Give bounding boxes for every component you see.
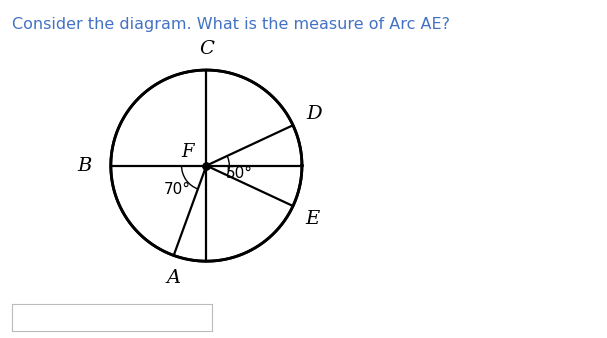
Text: F: F: [181, 143, 194, 161]
Text: A: A: [167, 269, 181, 287]
Text: C: C: [199, 40, 214, 58]
Text: 50°: 50°: [226, 166, 253, 181]
Text: D: D: [306, 105, 322, 123]
Text: B: B: [77, 156, 91, 175]
Text: E: E: [305, 210, 319, 228]
Text: Consider the diagram. What is the measure of Arc AE?: Consider the diagram. What is the measur…: [12, 17, 450, 32]
Text: 70°: 70°: [164, 182, 191, 197]
